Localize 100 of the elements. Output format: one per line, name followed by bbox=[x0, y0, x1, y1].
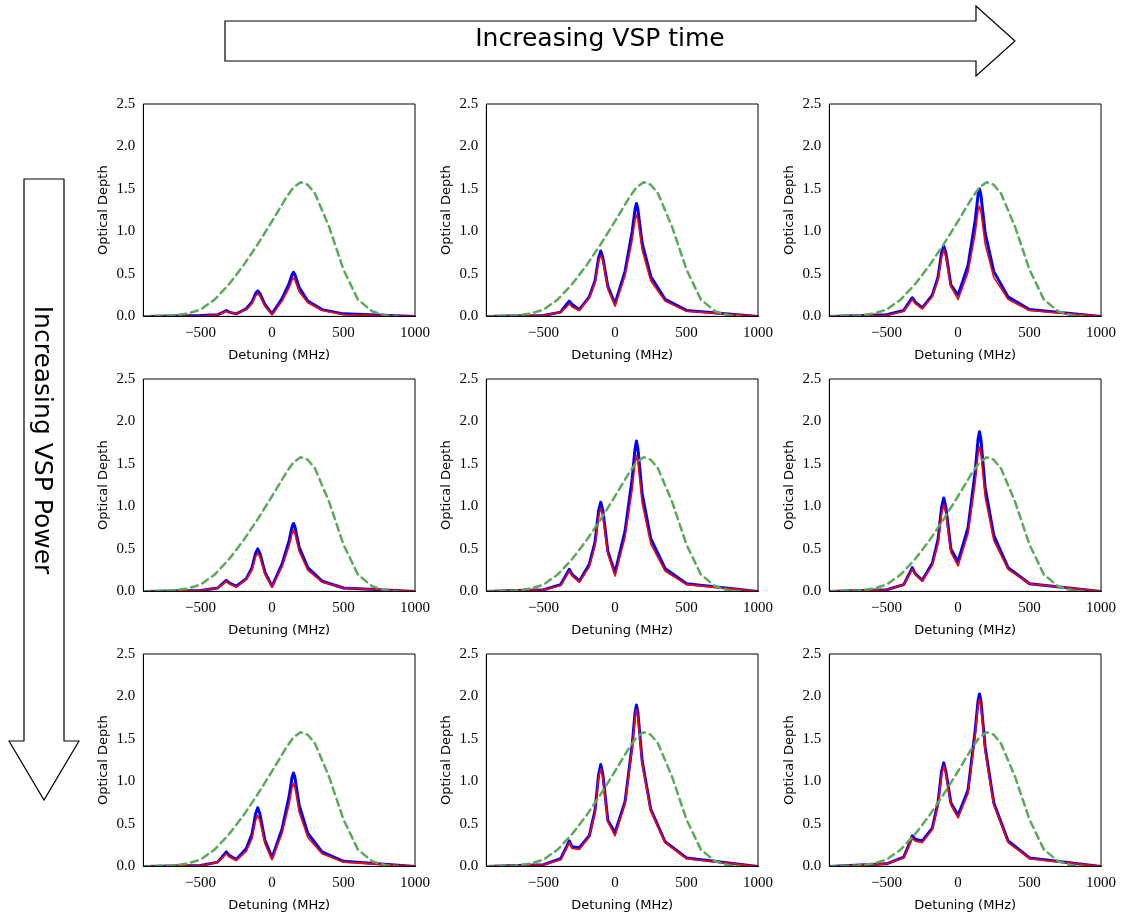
x-tick-label: 500 bbox=[1018, 874, 1041, 891]
y-tick-label: 2.5 bbox=[802, 644, 822, 661]
y-tick-label: 1.5 bbox=[459, 729, 479, 746]
y-axis-title: Optical Depth bbox=[781, 715, 797, 806]
y-tick-label: 2.0 bbox=[802, 137, 822, 154]
x-tick-label: 0 bbox=[268, 874, 276, 891]
x-axis-title: Detuning (MHz) bbox=[914, 621, 1017, 637]
y-tick-label: 1.5 bbox=[116, 179, 136, 196]
y-tick-label: 1.0 bbox=[116, 772, 136, 789]
y-tick-label: 2.0 bbox=[459, 687, 479, 704]
x-tick-label: 500 bbox=[675, 874, 698, 891]
y-tick-label: 2.0 bbox=[459, 137, 479, 154]
y-tick-label: 1.0 bbox=[459, 222, 479, 239]
y-tick-label: 2.0 bbox=[116, 687, 136, 704]
x-tick-label: 0 bbox=[611, 874, 619, 891]
y-tick-label: 1.0 bbox=[802, 497, 822, 514]
x-axis-title: Detuning (MHz) bbox=[914, 346, 1017, 362]
x-tick-label: 1000 bbox=[743, 874, 773, 891]
y-tick-label: 1.5 bbox=[802, 179, 822, 196]
y-tick-label: 1.5 bbox=[116, 454, 136, 471]
y-axis-title: Optical Depth bbox=[438, 440, 454, 531]
y-tick-label: 2.0 bbox=[459, 412, 479, 429]
y-tick-label: 1.0 bbox=[802, 772, 822, 789]
y-tick-label: 0.0 bbox=[459, 307, 479, 324]
x-tick-label: 500 bbox=[332, 599, 355, 616]
y-tick-label: 0.5 bbox=[116, 539, 136, 556]
y-tick-label: 2.0 bbox=[802, 412, 822, 429]
x-tick-label: 500 bbox=[1018, 324, 1041, 341]
y-tick-label: 1.5 bbox=[802, 454, 822, 471]
x-tick-label: 0 bbox=[611, 324, 619, 341]
x-tick-label: −500 bbox=[871, 324, 903, 341]
y-tick-label: 0.0 bbox=[802, 857, 822, 874]
x-tick-label: 0 bbox=[954, 324, 962, 341]
x-tick-label: −500 bbox=[528, 874, 560, 891]
x-tick-label: −500 bbox=[871, 599, 903, 616]
x-tick-label: 0 bbox=[954, 599, 962, 616]
y-tick-label: 1.5 bbox=[802, 729, 822, 746]
y-tick-label: 2.5 bbox=[116, 369, 136, 386]
x-tick-label: 1000 bbox=[1086, 874, 1116, 891]
y-tick-label: 0.5 bbox=[802, 264, 822, 281]
x-axis-title: Detuning (MHz) bbox=[571, 346, 674, 362]
y-tick-label: 2.5 bbox=[802, 94, 822, 111]
x-tick-label: −500 bbox=[185, 599, 217, 616]
y-tick-label: 2.5 bbox=[116, 94, 136, 111]
y-tick-label: 0.0 bbox=[116, 582, 136, 599]
y-tick-label: 1.5 bbox=[459, 454, 479, 471]
y-tick-label: 0.0 bbox=[116, 857, 136, 874]
y-tick-label: 0.0 bbox=[459, 582, 479, 599]
x-tick-label: 500 bbox=[675, 599, 698, 616]
y-tick-label: 1.5 bbox=[459, 179, 479, 196]
y-tick-label: 2.0 bbox=[116, 412, 136, 429]
x-axis-title: Detuning (MHz) bbox=[228, 896, 331, 912]
y-tick-label: 2.0 bbox=[802, 687, 822, 704]
y-tick-label: 2.5 bbox=[116, 644, 136, 661]
x-axis-title: Detuning (MHz) bbox=[228, 621, 331, 637]
y-tick-label: 1.0 bbox=[116, 222, 136, 239]
x-tick-label: 1000 bbox=[1086, 324, 1116, 341]
x-tick-label: −500 bbox=[871, 874, 903, 891]
x-axis-title: Detuning (MHz) bbox=[571, 896, 674, 912]
y-tick-label: 1.5 bbox=[116, 729, 136, 746]
x-tick-label: 500 bbox=[1018, 599, 1041, 616]
y-tick-label: 0.5 bbox=[459, 539, 479, 556]
y-tick-label: 2.0 bbox=[116, 137, 136, 154]
y-axis-title: Optical Depth bbox=[95, 165, 111, 256]
x-tick-label: −500 bbox=[528, 324, 560, 341]
text: Increasing VSP time bbox=[474, 22, 726, 54]
x-tick-label: 500 bbox=[332, 324, 355, 341]
x-tick-label: −500 bbox=[528, 599, 560, 616]
y-axis-title: Optical Depth bbox=[438, 715, 454, 806]
y-tick-label: 0.5 bbox=[802, 814, 822, 831]
y-axis-title: Optical Depth bbox=[438, 165, 454, 256]
x-tick-label: 0 bbox=[268, 599, 276, 616]
text: Increasing VSP Power bbox=[28, 304, 59, 577]
y-tick-label: 0.5 bbox=[116, 264, 136, 281]
y-tick-label: 0.5 bbox=[116, 814, 136, 831]
y-axis-title: Optical Depth bbox=[95, 440, 111, 531]
y-tick-label: 2.5 bbox=[459, 369, 479, 386]
x-tick-label: −500 bbox=[185, 324, 217, 341]
y-tick-label: 2.5 bbox=[459, 644, 479, 661]
x-tick-label: −500 bbox=[185, 874, 217, 891]
x-tick-label: 1000 bbox=[1086, 599, 1116, 616]
y-tick-label: 1.0 bbox=[116, 497, 136, 514]
y-tick-label: 0.0 bbox=[116, 307, 136, 324]
x-tick-label: 1000 bbox=[400, 324, 430, 341]
y-tick-label: 0.5 bbox=[459, 814, 479, 831]
y-tick-label: 0.0 bbox=[802, 307, 822, 324]
y-tick-label: 2.5 bbox=[459, 94, 479, 111]
x-tick-label: 1000 bbox=[400, 599, 430, 616]
y-tick-label: 0.0 bbox=[459, 857, 479, 874]
x-axis-title: Detuning (MHz) bbox=[228, 346, 331, 362]
x-axis-title: Detuning (MHz) bbox=[914, 896, 1017, 912]
x-tick-label: 0 bbox=[954, 874, 962, 891]
x-tick-label: 500 bbox=[332, 874, 355, 891]
y-tick-label: 1.0 bbox=[802, 222, 822, 239]
y-tick-label: 0.0 bbox=[802, 582, 822, 599]
y-tick-label: 1.0 bbox=[459, 772, 479, 789]
y-tick-label: 1.0 bbox=[459, 497, 479, 514]
y-tick-label: 2.5 bbox=[802, 369, 822, 386]
y-tick-label: 0.5 bbox=[459, 264, 479, 281]
y-axis-title: Optical Depth bbox=[781, 440, 797, 531]
